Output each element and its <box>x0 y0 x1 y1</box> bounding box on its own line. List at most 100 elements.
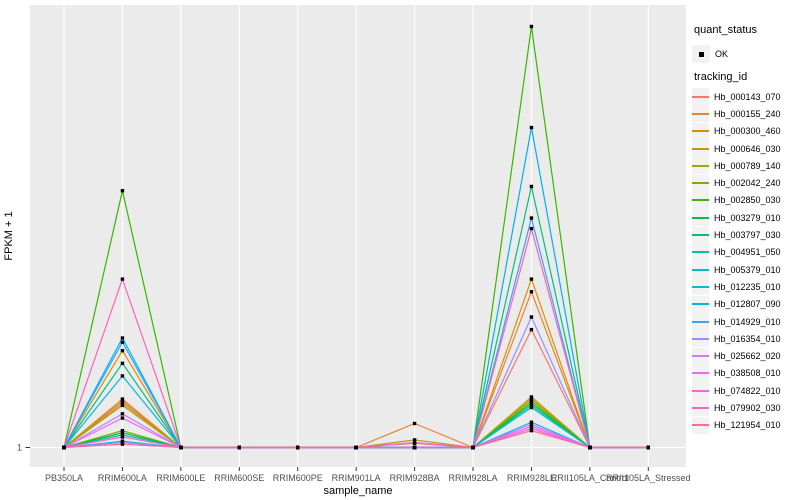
data-point <box>120 403 125 408</box>
data-point <box>412 441 417 445</box>
data-point <box>120 431 125 435</box>
data-point <box>529 327 534 332</box>
legend-key-box <box>692 191 709 209</box>
legend-key-box <box>692 157 709 175</box>
x-tick-label-RRIM928LE: RRIM928LE <box>507 473 556 483</box>
legend-item-Hb_079902_030: Hb_079902_030 <box>692 399 798 417</box>
legend-item-Hb_121954_010: Hb_121954_010 <box>692 416 798 434</box>
legend-key-box <box>692 382 709 400</box>
data-point <box>529 424 534 429</box>
legend-line-swatch <box>692 406 709 409</box>
data-point <box>529 395 534 399</box>
data-point <box>529 420 534 424</box>
legend-key-box <box>692 88 709 106</box>
data-point <box>120 433 125 437</box>
data-point <box>120 188 125 193</box>
legend-item-Hb_000155_240: Hb_000155_240 <box>692 105 798 123</box>
legend-item-Hb_000300_460: Hb_000300_460 <box>692 122 798 140</box>
data-point <box>120 336 125 340</box>
legend-line-swatch <box>692 303 709 306</box>
legend-item-label: Hb_079902_030 <box>714 402 781 413</box>
x-tick-label-RRIM928BA: RRIM928BA <box>390 473 440 483</box>
legend-line-swatch <box>692 234 709 237</box>
legend-key-box <box>692 122 709 140</box>
data-point <box>529 405 534 410</box>
data-point <box>120 348 125 353</box>
data-point <box>529 125 534 130</box>
legend-item-Hb_014929_010: Hb_014929_010 <box>692 313 798 330</box>
legend-line-swatch <box>692 337 709 340</box>
legend-item-label: Hb_003279_010 <box>714 212 781 223</box>
legend-item-label: Hb_121954_010 <box>714 420 781 431</box>
data-point <box>120 374 125 378</box>
data-point <box>529 315 534 319</box>
legend-key-box <box>692 243 709 261</box>
legend-key-box <box>692 295 709 313</box>
data-point <box>529 422 534 427</box>
data-point <box>529 397 534 401</box>
data-point <box>529 428 534 433</box>
x-tick-label-RRIM928LA: RRIM928LA <box>448 473 497 483</box>
legend-title-quant-status: quant_status <box>694 24 757 36</box>
data-point <box>120 442 125 446</box>
data-points <box>62 24 650 450</box>
data-point <box>62 445 66 450</box>
legend-item-Hb_012807_090: Hb_012807_090 <box>692 295 798 313</box>
legend-item-label: Hb_000300_460 <box>714 126 781 137</box>
x-tick-label-RRIM600LE: RRIM600LE <box>156 473 205 483</box>
legend-key-box <box>692 105 709 123</box>
data-point <box>529 426 534 431</box>
legend-key-box <box>692 347 709 365</box>
data-point <box>529 403 534 408</box>
legend-key-box <box>692 140 709 158</box>
legend-item-label: Hb_000646_030 <box>714 143 781 154</box>
legend-item-Hb_003797_030: Hb_003797_030 <box>692 226 798 244</box>
x-axis-title: sample_name <box>323 485 392 497</box>
legend-line-swatch <box>692 355 709 358</box>
data-point <box>120 412 125 416</box>
legend-title-tracking-id: tracking_id <box>694 71 748 83</box>
legend-key-box <box>692 330 709 348</box>
legend-item-Hb_000646_030: Hb_000646_030 <box>692 140 798 158</box>
x-tick-label-RRIM600SE: RRIM600SE <box>214 473 264 483</box>
legend-item-label: Hb_003797_030 <box>714 230 781 241</box>
legend-item-label: Hb_038508_010 <box>714 368 781 379</box>
legend-line-swatch <box>692 320 709 323</box>
legend-item-label: Hb_012807_090 <box>714 299 781 310</box>
legend-key-box <box>692 209 709 227</box>
legend-item-label: Hb_025662_020 <box>714 351 781 362</box>
data-point <box>120 416 125 420</box>
legend: quant_status OK tracking_id Hb_000143_07… <box>692 24 798 434</box>
legend-item-label: Hb_002850_030 <box>714 195 781 206</box>
data-point <box>529 216 534 220</box>
legend-item-Hb_000789_140: Hb_000789_140 <box>692 157 798 175</box>
legend-item-label: Hb_000789_140 <box>714 160 781 171</box>
legend-line-swatch <box>692 424 709 427</box>
x-axis-ticks: PB350LA RRIM600LA RRIM600LE RRIM600SE RRIM60… <box>45 467 690 483</box>
legend-line-swatch <box>692 147 709 150</box>
legend-item-label: Hb_074822_010 <box>714 385 781 396</box>
legend-key-box <box>692 364 709 382</box>
legend-key-box <box>692 278 709 296</box>
x-tick-label-RRIM600PE: RRIM600PE <box>273 473 323 483</box>
data-point <box>120 277 125 281</box>
x-tick-label-PB350LA: PB350LA <box>45 473 83 483</box>
data-point <box>471 445 475 450</box>
legend-line-swatch <box>692 164 709 167</box>
legend-item-Hb_002042_240: Hb_002042_240 <box>692 174 798 192</box>
x-tick-label-RRIM901LA: RRIM901LA <box>332 473 381 483</box>
data-point <box>588 445 592 450</box>
x-tick-label-RRII105LA_Stressed: RRII105LA_Stressed <box>606 473 690 483</box>
data-point <box>354 445 358 450</box>
legend-item-Hb_016354_010: Hb_016354_010 <box>692 330 798 348</box>
legend-line-swatch <box>692 251 709 254</box>
data-point <box>529 226 534 231</box>
legend-line-swatch <box>692 389 709 392</box>
data-point <box>120 340 125 344</box>
legend-item-Hb_004951_050: Hb_004951_050 <box>692 243 798 261</box>
data-point <box>529 399 534 403</box>
legend-key-box <box>692 399 709 417</box>
legend-item-label: Hb_016354_010 <box>714 333 781 344</box>
data-point <box>646 445 650 450</box>
